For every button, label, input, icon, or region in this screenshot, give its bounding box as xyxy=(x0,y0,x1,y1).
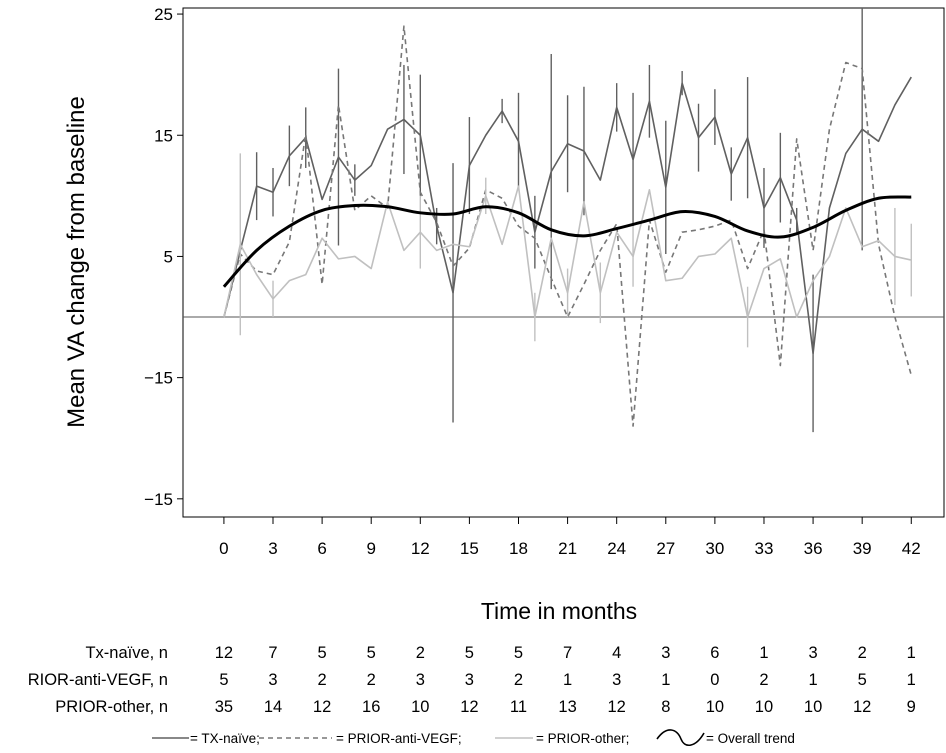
risk-table-cell: 3 xyxy=(808,644,817,662)
x-tick-label: 33 xyxy=(755,539,774,558)
risk-table-cell: 4 xyxy=(612,644,621,662)
risk-table-cell: 2 xyxy=(318,671,327,689)
risk-table-cell: 10 xyxy=(804,698,822,716)
legend-label: = PRIOR-anti-VEGF; xyxy=(336,731,462,746)
x-tick-label: 27 xyxy=(656,539,675,558)
legend-label: = Overall trend xyxy=(706,731,795,746)
legend: = TX-naïve; = PRIOR-anti-VEGF; = PRIOR-oth… xyxy=(152,729,795,746)
risk-table-cell: 3 xyxy=(268,671,277,689)
risk-table-cell: 2 xyxy=(367,671,376,689)
series-line xyxy=(223,25,913,427)
risk-table-cell: 12 xyxy=(853,698,871,716)
y-tick-label: −15 xyxy=(144,369,173,388)
x-tick-label: 15 xyxy=(460,539,479,558)
risk-table-cell: 3 xyxy=(661,644,670,662)
series-line xyxy=(222,195,912,288)
risk-table-cell: 1 xyxy=(907,644,916,662)
x-tick-label: 42 xyxy=(902,539,921,558)
x-tick-label: 9 xyxy=(366,539,375,558)
risk-table-cell: 12 xyxy=(460,698,478,716)
x-axis-label: Time in months xyxy=(481,598,637,624)
risk-table-cell: 1 xyxy=(563,671,572,689)
risk-table-cell: 3 xyxy=(416,671,425,689)
risk-table-cell: 12 xyxy=(608,698,626,716)
risk-table-cell: 11 xyxy=(510,698,527,716)
risk-table-cell: 2 xyxy=(858,644,867,662)
risk-table-cell: 5 xyxy=(514,644,523,662)
risk-table-cell: 2 xyxy=(759,671,768,689)
series-3 xyxy=(222,195,912,288)
risk-table-cell: 5 xyxy=(858,671,867,689)
legend-label: = TX-naïve; xyxy=(190,731,260,746)
risk-table-cell: 7 xyxy=(563,644,572,662)
x-tick-label: 39 xyxy=(853,539,872,558)
x-tick-label: 30 xyxy=(705,539,724,558)
y-tick-label: −15 xyxy=(144,490,173,509)
risk-table-cell: 13 xyxy=(558,698,576,716)
risk-table-cell: 5 xyxy=(465,644,474,662)
risk-table-cell: 9 xyxy=(907,698,916,716)
risk-table-cell: 1 xyxy=(907,671,916,689)
y-tick-label: 15 xyxy=(154,126,173,145)
y-tick-label: 5 xyxy=(164,247,173,266)
risk-table-cell: 2 xyxy=(416,644,425,662)
risk-table-cell: 1 xyxy=(808,671,817,689)
x-tick-label: 36 xyxy=(804,539,823,558)
x-tick-label: 12 xyxy=(411,539,430,558)
risk-table-row-label: PRIOR-other, n xyxy=(55,698,168,716)
risk-table-cell: 35 xyxy=(215,698,233,716)
risk-table-row-label: Tx-naïve, n xyxy=(85,644,168,662)
risk-table-cell: 1 xyxy=(661,671,670,689)
x-tick-label: 18 xyxy=(509,539,528,558)
risk-table-cell: 1 xyxy=(759,644,768,662)
series-2 xyxy=(223,153,912,348)
risk-table-cell: 10 xyxy=(706,698,724,716)
risk-table-cell: 6 xyxy=(710,644,719,662)
y-axis-label: Mean VA change from baseline xyxy=(63,96,90,428)
risk-table-cell: 14 xyxy=(264,698,282,716)
risk-table-cell: 5 xyxy=(318,644,327,662)
legend-swatch-trend xyxy=(656,729,705,746)
risk-table-cell: 10 xyxy=(411,698,429,716)
series-layer xyxy=(222,8,913,433)
risk-table-row-label: RIOR-anti-VEGF, n xyxy=(28,671,168,689)
plot-frame xyxy=(182,7,945,518)
risk-table-cell: 5 xyxy=(367,644,376,662)
legend-label: = PRIOR-other; xyxy=(536,731,629,746)
x-tick-label: 0 xyxy=(219,539,228,558)
series-0 xyxy=(223,8,912,433)
x-tick-label: 21 xyxy=(558,539,577,558)
x-tick-label: 3 xyxy=(268,539,277,558)
risk-table-cell: 3 xyxy=(612,671,621,689)
series-line xyxy=(223,185,912,318)
risk-table-cell: 0 xyxy=(710,671,719,689)
risk-table-cell: 16 xyxy=(362,698,380,716)
risk-table-cell: 5 xyxy=(219,671,228,689)
series-line xyxy=(223,76,912,355)
x-tick-label: 6 xyxy=(317,539,326,558)
risk-table-cell: 12 xyxy=(215,644,233,662)
risk-table-cell: 12 xyxy=(313,698,331,716)
risk-table-cell: 2 xyxy=(514,671,523,689)
risk-table-cell: 10 xyxy=(755,698,773,716)
risk-table-cell: 7 xyxy=(268,644,277,662)
risk-table-cell: 8 xyxy=(661,698,670,716)
risk-table-cell: 3 xyxy=(465,671,474,689)
x-tick-label: 24 xyxy=(607,539,626,558)
risk-table: Tx-naïve, n 12 7 5 5 2 5 5 7 4 3 6 1 3 2 1RIOR-anti-VEG… xyxy=(28,644,916,716)
y-tick-label: 25 xyxy=(154,5,173,24)
series-1 xyxy=(223,25,913,427)
